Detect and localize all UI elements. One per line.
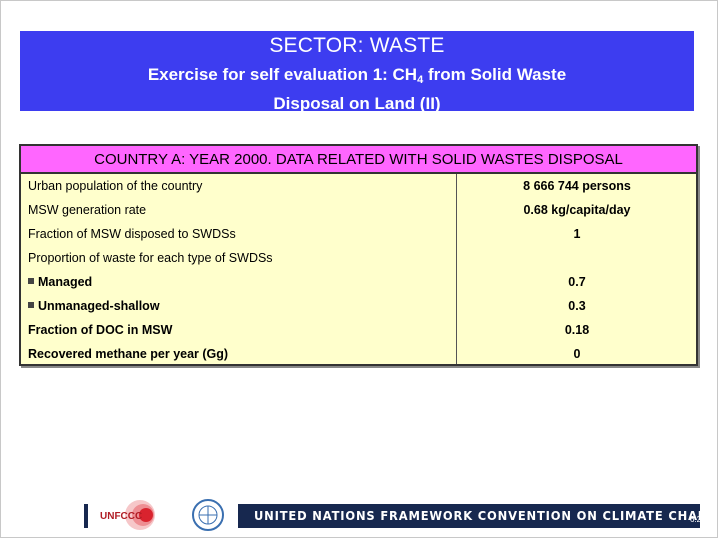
data-table: COUNTRY A: YEAR 2000. DATA RELATED WITH …: [19, 144, 698, 366]
row-label: Proportion of waste for each type of SWD…: [28, 251, 273, 265]
table-row: MSW generation rate 0.68 kg/capita/day: [21, 198, 696, 222]
bullet-icon: [28, 302, 34, 308]
subtitle-line2: Disposal on Land (II): [273, 94, 441, 113]
row-label: Fraction of DOC in MSW: [28, 323, 173, 337]
unfccc-logo-text: UNFCCC: [100, 511, 142, 522]
row-value: 0: [573, 347, 581, 361]
row-value: 8 666 744 persons: [523, 179, 631, 193]
table-header: COUNTRY A: YEAR 2000. DATA RELATED WITH …: [21, 146, 696, 174]
footer-banner-text: UNITED NATIONS FRAMEWORK CONVENTION ON C…: [254, 508, 720, 523]
table-row: Urban population of the country 8 666 74…: [21, 174, 696, 198]
row-label: MSW generation rate: [28, 203, 147, 217]
footer: UNFCCC UNITED NATIONS FRAMEWORK CONVENTI…: [0, 496, 720, 538]
row-label: Recovered methane per year (Gg): [28, 347, 229, 361]
row-label-text: Unmanaged-shallow: [38, 299, 160, 313]
row-value: 0.7: [568, 275, 586, 289]
table-row: Fraction of DOC in MSW 0.18: [21, 318, 696, 342]
table-row: Recovered methane per year (Gg) 0: [21, 342, 696, 366]
subtitle-subscript: 4: [417, 74, 424, 86]
slide-subtitle: Exercise for self evaluation 1: CH4 from…: [20, 63, 694, 116]
row-label: Fraction of MSW disposed to SWDSs: [28, 227, 236, 241]
row-value: 0.18: [564, 323, 590, 337]
bullet-icon: [28, 278, 34, 284]
slide-title: SECTOR: WASTE: [269, 34, 445, 57]
table-row: Proportion of waste for each type of SWD…: [21, 246, 696, 270]
row-label: Urban population of the country: [28, 179, 203, 193]
row-value: 1: [573, 227, 581, 241]
row-label: Managed: [28, 275, 92, 289]
subtitle-prefix: Exercise for self evaluation 1: CH: [147, 65, 418, 84]
table-row: Fraction of MSW disposed to SWDSs 1: [21, 222, 696, 246]
column-divider: [456, 174, 457, 364]
subtitle-suffix: from Solid Waste: [423, 65, 567, 84]
table-row: Managed 0.7: [21, 270, 696, 294]
unfccc-logo-icon: UNFCCC: [100, 499, 224, 531]
table-row: Unmanaged-shallow 0.3: [21, 294, 696, 318]
row-value: 0.68 kg/capita/day: [523, 203, 631, 217]
logo-area: UNFCCC: [88, 496, 238, 536]
page-number: 6.26: [690, 515, 706, 524]
title-box: SECTOR: WASTE Exercise for self evaluati…: [20, 31, 694, 113]
row-value: 0.3: [568, 299, 586, 313]
row-label: Unmanaged-shallow: [28, 299, 160, 313]
row-label-text: Managed: [38, 275, 93, 289]
